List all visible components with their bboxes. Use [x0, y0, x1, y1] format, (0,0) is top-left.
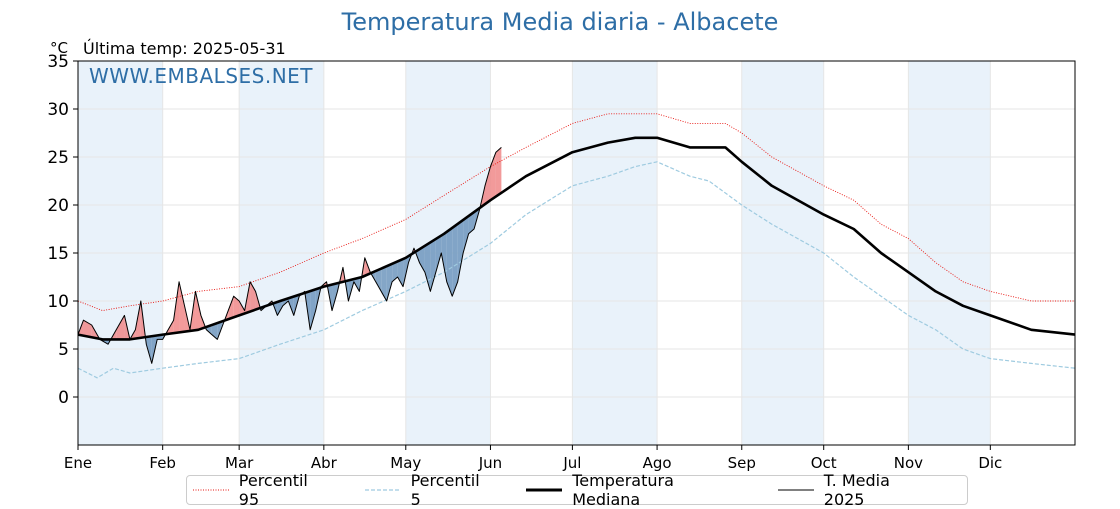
y-tick-label: 15: [47, 244, 69, 264]
legend-label-p95: Percentil 95: [239, 471, 333, 509]
anomaly-fill: [387, 264, 392, 301]
x-tick-label-Jun: Jun: [478, 454, 502, 472]
x-tick-label-Ago: Ago: [643, 454, 672, 472]
y-tick-label: 20: [47, 196, 69, 216]
y-unit-label: °C: [50, 39, 68, 57]
legend-item-p95: Percentil 95: [193, 471, 333, 509]
legend-label-median: Temperatura Mediana: [572, 471, 746, 509]
x-tick-label-Oct: Oct: [811, 454, 837, 472]
x-tick-label-Dic: Dic: [978, 454, 1002, 472]
y-tick-label: 0: [58, 388, 69, 408]
legend-item-p5: Percentil 5: [365, 471, 495, 509]
legend-item-year: T. Media 2025: [778, 471, 935, 509]
x-tick-label-Jul: Jul: [562, 454, 581, 472]
x-tick-label-Feb: Feb: [149, 454, 176, 472]
x-tick-label-May: May: [390, 454, 421, 472]
last-temp-label: Última temp: 2025-05-31: [83, 39, 286, 58]
anomaly-fill: [234, 296, 239, 317]
watermark: WWW.EMBALSES.NET: [89, 64, 313, 88]
legend-swatch-p95: [193, 485, 229, 495]
x-tick-label-Abr: Abr: [311, 454, 338, 472]
x-tick-label-Nov: Nov: [894, 454, 923, 472]
legend: Percentil 95 Percentil 5 Temperatura Med…: [186, 475, 968, 505]
y-tick-label: 25: [47, 148, 69, 168]
legend-label-p5: Percentil 5: [411, 471, 495, 509]
legend-swatch-year: [778, 485, 814, 495]
x-tick-label-Mar: Mar: [225, 454, 254, 472]
anomaly-fill: [179, 282, 184, 333]
anomaly-fill: [496, 147, 501, 196]
x-tick-label-Sep: Sep: [728, 454, 756, 472]
legend-label-year: T. Media 2025: [824, 471, 935, 509]
legend-swatch-median: [526, 485, 562, 495]
y-tick-label: 30: [47, 100, 69, 120]
y-tick-label: 5: [58, 340, 69, 360]
chart-title: Temperatura Media diaria - Albacete: [0, 8, 1120, 36]
legend-item-median: Temperatura Mediana: [526, 471, 746, 509]
legend-swatch-p5: [365, 485, 401, 495]
x-tick-label-Ene: Ene: [64, 454, 92, 472]
y-tick-label: 10: [47, 292, 69, 312]
